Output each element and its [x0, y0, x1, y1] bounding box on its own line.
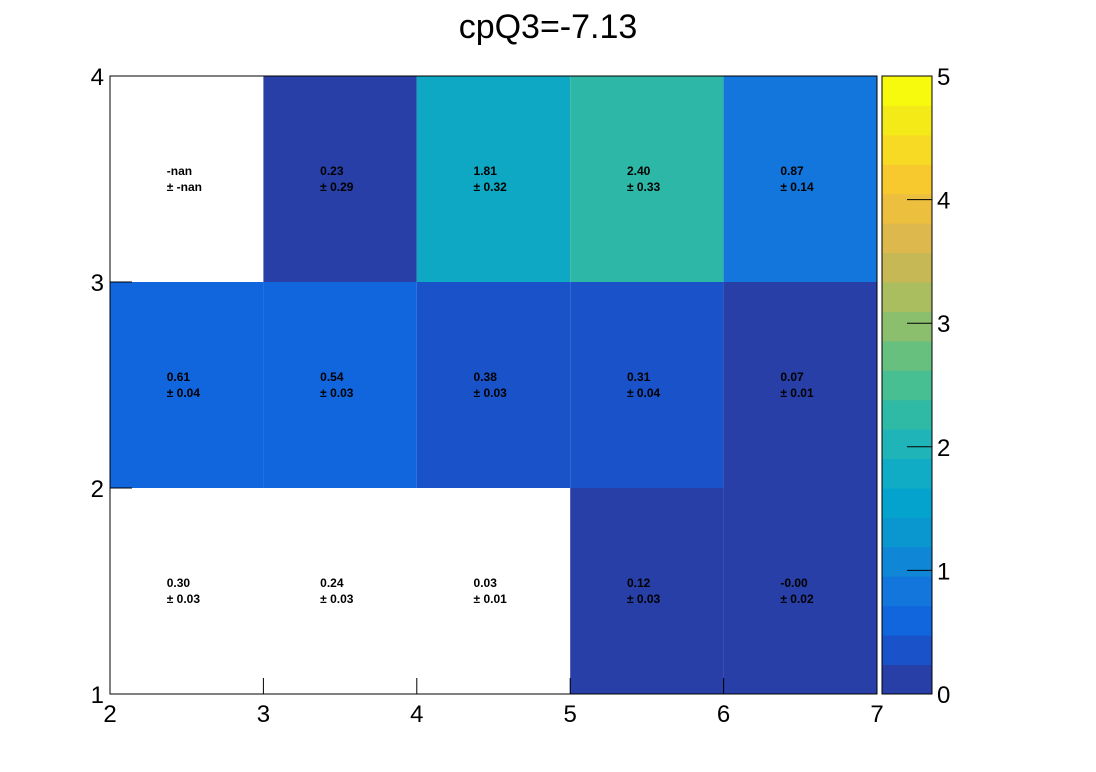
heatmap-cell: [110, 76, 264, 282]
colorbar-segment: [882, 576, 932, 607]
y-tick-label: 2: [91, 476, 104, 503]
y-tick-label: 3: [91, 270, 104, 297]
colorbar-segment: [882, 517, 932, 548]
colorbar-segment: [882, 635, 932, 666]
colorbar-tick-label: 2: [937, 435, 950, 462]
colorbar-tick-label: 1: [937, 558, 950, 585]
cell-value-label: 0.61: [167, 370, 191, 384]
heatmap-cell: [723, 282, 877, 488]
y-tick-label: 1: [91, 682, 104, 709]
cell-error-label: ± 0.03: [320, 592, 354, 606]
cell-error-label: ± 0.29: [320, 180, 354, 194]
colorbar-segment: [882, 223, 932, 254]
cell-error-label: ± 0.01: [780, 386, 814, 400]
colorbar-segment: [882, 134, 932, 165]
cell-value-label: 2.40: [627, 164, 651, 178]
colorbar-segment: [882, 105, 932, 136]
heatmap-cell: [570, 76, 724, 282]
cell-labels: 0.30 ± 0.03 0.24 ± 0.03 0.03 ± 0.01 0.12 ± 0.03…: [167, 164, 814, 606]
x-tick-label: 6: [717, 701, 730, 728]
cell-error-label: ± 0.03: [320, 386, 354, 400]
colorbar-segment: [882, 546, 932, 577]
colorbar-segment: [882, 429, 932, 460]
cell-error-label: ± 0.04: [167, 386, 201, 400]
colorbar-tick-label: 4: [937, 188, 950, 215]
heatmap-cell: [570, 282, 724, 488]
cell-error-label: ± 0.04: [627, 386, 661, 400]
cell-value-label: 0.87: [780, 164, 804, 178]
plot-frame: [109, 75, 878, 695]
cell-value-label: 0.07: [780, 370, 804, 384]
heatmap-cell: [263, 282, 417, 488]
heatmap-cell: [416, 282, 571, 488]
heatmap-cell: [570, 488, 724, 694]
cell-value-label: 0.12: [627, 576, 651, 590]
x-tick-label: 4: [410, 701, 423, 728]
heatmap-cells: [110, 76, 877, 694]
colorbar-tick-label: 5: [937, 64, 950, 91]
cell-error-label: ± 0.14: [780, 180, 814, 194]
cell-value-label: 0.03: [474, 576, 498, 590]
colorbar: 0 1 2 3 4 5: [881, 64, 950, 709]
colorbar-segment: [882, 664, 932, 695]
cell-value-label: 0.24: [320, 576, 344, 590]
heatmap-cell: [723, 76, 877, 282]
cell-value-label: 0.38: [474, 370, 498, 384]
x-tick-label: 3: [257, 701, 270, 728]
colorbar-segment: [882, 605, 932, 636]
colorbar-tick-label: 0: [937, 682, 950, 709]
cell-error-label: ± -nan: [167, 180, 202, 194]
cell-value-label: 0.54: [320, 370, 344, 384]
heatmap-cell: [110, 488, 264, 694]
heatmap-cell: [416, 76, 571, 282]
colorbar-segment: [882, 340, 932, 371]
cell-value-label: 0.23: [320, 164, 344, 178]
colorbar-segment: [882, 252, 932, 283]
cell-error-label: ± 0.03: [474, 386, 508, 400]
cell-error-label: ± 0.03: [627, 592, 661, 606]
heatmap-cell: [110, 282, 264, 488]
cell-value-label: 0.31: [627, 370, 651, 384]
cell-value-label: -0.00: [780, 576, 808, 590]
cell-value-label: -nan: [167, 164, 192, 178]
colorbar-segment: [882, 399, 932, 430]
x-tick-label: 7: [870, 701, 883, 728]
colorbar-segment: [882, 488, 932, 518]
x-tick-label: 5: [564, 701, 577, 728]
colorbar-segment: [882, 370, 932, 401]
cell-error-label: ± 0.02: [780, 592, 814, 606]
colorbar-segment: [882, 282, 932, 312]
cell-error-label: ± 0.32: [474, 180, 508, 194]
colorbar-segment: [882, 164, 932, 195]
colorbar-tick-label: 3: [937, 311, 950, 338]
colorbar-segment: [882, 311, 932, 342]
heatmap-cell: [263, 488, 417, 694]
heatmap-cell: [263, 76, 417, 282]
chart-title: cpQ3=-7.13: [459, 8, 638, 46]
colorbar-segment: [882, 458, 932, 489]
cell-value-label: 0.30: [167, 576, 191, 590]
heatmap-cell: [416, 488, 571, 694]
cell-error-label: ± 0.03: [167, 592, 201, 606]
heatmap-cell: [723, 488, 877, 694]
cell-error-label: ± 0.01: [474, 592, 508, 606]
x-tick-label: 2: [103, 701, 116, 728]
colorbar-segment: [882, 193, 932, 224]
cell-value-label: 1.81: [474, 164, 498, 178]
cell-error-label: ± 0.33: [627, 180, 661, 194]
y-tick-label: 4: [91, 64, 104, 91]
colorbar-segment: [882, 76, 932, 106]
